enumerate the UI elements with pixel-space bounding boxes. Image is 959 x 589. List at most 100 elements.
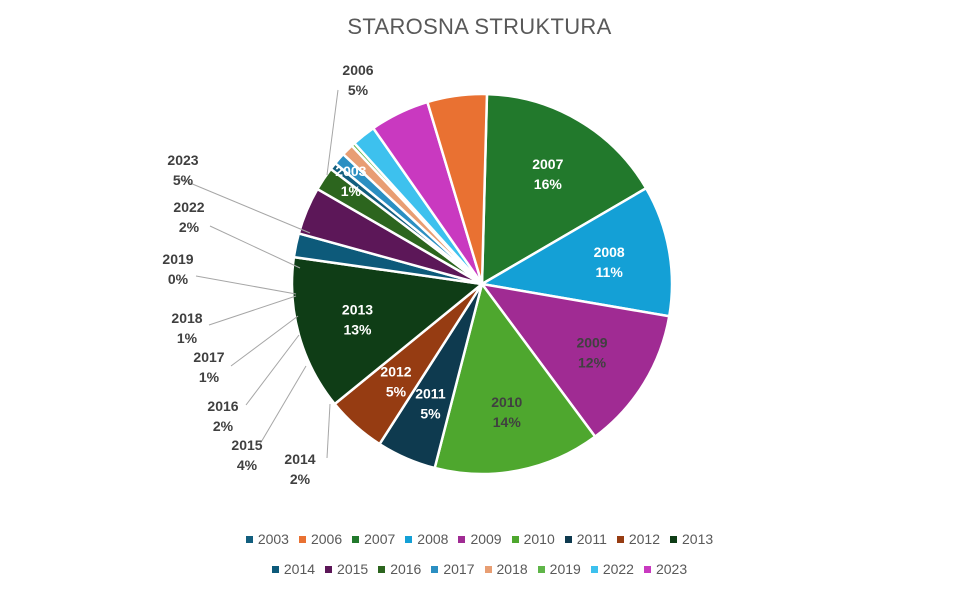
legend-swatch-2015 bbox=[325, 565, 333, 573]
leader-line-2018 bbox=[208, 295, 297, 326]
data-label-year-2003: 2003 bbox=[335, 163, 366, 179]
data-label-year-2009: 2009 bbox=[576, 335, 607, 351]
legend-label-2017: 2017 bbox=[443, 561, 475, 577]
data-label-year-2008: 2008 bbox=[594, 244, 625, 260]
legend-item-2019: 2019 bbox=[537, 561, 581, 577]
legend-label-2014: 2014 bbox=[283, 561, 316, 577]
leader-line-2006 bbox=[326, 89, 339, 176]
data-label-year-2006: 2006 bbox=[342, 62, 373, 78]
pie-slice-2010 bbox=[433, 282, 597, 476]
legend-swatch-2006 bbox=[298, 535, 306, 543]
data-label-year-2014: 2014 bbox=[284, 451, 315, 467]
data-label-year-2011: 2011 bbox=[415, 385, 446, 401]
legend-label-2010: 2010 bbox=[523, 531, 555, 547]
legend-item-2009: 2009 bbox=[458, 531, 502, 547]
legend-item-2017: 2017 bbox=[431, 561, 475, 577]
data-label-year-2007: 2007 bbox=[532, 156, 563, 172]
legend-label-2006: 2006 bbox=[310, 531, 343, 547]
pie-slice-2008 bbox=[480, 187, 674, 318]
data-label-year-2022: 2022 bbox=[173, 199, 204, 215]
legend-item-2007: 2007 bbox=[352, 531, 395, 547]
data-label-percent-2009: 12% bbox=[578, 355, 607, 371]
data-label-percent-2017: 1% bbox=[199, 369, 220, 385]
legend-swatch-2014 bbox=[271, 565, 279, 573]
leader-line-2014 bbox=[326, 403, 331, 459]
data-label-year-2018: 2018 bbox=[171, 310, 202, 326]
legend-item-2003: 2003 bbox=[245, 531, 289, 547]
legend-item-2014: 2014 bbox=[271, 561, 316, 577]
data-label-year-2017: 2017 bbox=[193, 349, 224, 365]
data-label-year-2013: 2013 bbox=[342, 302, 373, 318]
legend-swatch-2012 bbox=[616, 535, 624, 543]
data-label-percent-2006: 5% bbox=[348, 82, 369, 98]
legend-item-2008: 2008 bbox=[405, 531, 448, 547]
data-label-year-2019: 2019 bbox=[162, 251, 193, 267]
pie-slice-2006 bbox=[426, 92, 489, 286]
legend-item-2016: 2016 bbox=[378, 561, 421, 577]
legend-item-2015: 2015 bbox=[325, 561, 368, 577]
data-label-percent-2012: 5% bbox=[386, 383, 407, 399]
data-label-percent-2011: 5% bbox=[420, 405, 441, 421]
legend-label-2013: 2013 bbox=[682, 531, 714, 547]
pie-slice-2007 bbox=[480, 92, 648, 286]
leader-line-2023 bbox=[177, 177, 311, 234]
data-label-year-2016: 2016 bbox=[207, 398, 238, 414]
data-label-percent-2022: 2% bbox=[179, 219, 200, 235]
legend-label-2003: 2003 bbox=[257, 531, 289, 547]
data-label-percent-2018: 1% bbox=[177, 330, 198, 346]
legend-swatch-2008 bbox=[405, 535, 413, 543]
data-label-percent-2019: 0% bbox=[168, 271, 189, 287]
legend-swatch-2023 bbox=[643, 565, 651, 573]
pie-slices bbox=[290, 92, 674, 476]
data-label-percent-2023: 5% bbox=[173, 172, 194, 188]
legend-item-2018: 2018 bbox=[484, 561, 528, 577]
data-label-year-2010: 2010 bbox=[491, 394, 522, 410]
leader-line-2015 bbox=[259, 365, 307, 445]
data-label-percent-2008: 11% bbox=[596, 264, 624, 280]
data-label-year-2023: 2023 bbox=[167, 152, 198, 168]
legend-row-2: 2014 2015 2016 2017 2018 2019 2022 2023 bbox=[0, 561, 959, 577]
legend-label-2016: 2016 bbox=[390, 561, 422, 577]
legend-item-2023: 2023 bbox=[643, 561, 688, 577]
legend-swatch-2010 bbox=[511, 535, 519, 543]
legend-label-2007: 2007 bbox=[364, 531, 396, 547]
legend-row-1: 2003 2006 2007 2008 2009 2010 2011 2012 2013 bbox=[0, 531, 959, 547]
legend-label-2009: 2009 bbox=[470, 531, 502, 547]
legend-swatch-2019 bbox=[537, 565, 545, 573]
legend-swatch-2013 bbox=[670, 535, 678, 543]
legend-swatch-2017 bbox=[431, 565, 439, 573]
data-label-percent-2015: 4% bbox=[237, 457, 258, 473]
data-label-year-2012: 2012 bbox=[380, 363, 411, 379]
legend-swatch-2003 bbox=[245, 535, 253, 543]
legend-swatch-2007 bbox=[352, 535, 360, 543]
data-label-percent-2007: 16% bbox=[534, 176, 563, 192]
chart-title: STAROSNA STRUKTURA bbox=[347, 14, 612, 39]
pie-slice-2009 bbox=[480, 282, 671, 438]
leader-line-2022 bbox=[209, 225, 301, 269]
legend-label-2008: 2008 bbox=[417, 531, 449, 547]
data-label-percent-2013: 13% bbox=[343, 322, 372, 338]
legend-item-2013: 2013 bbox=[670, 531, 713, 547]
pie-slice-2013 bbox=[290, 255, 484, 406]
data-label-percent-2016: 2% bbox=[213, 418, 234, 434]
pie-labels: 2007 16% 2008 11% 2009 12% 2010 14% 2011 5% 2012 5%… bbox=[162, 62, 625, 487]
data-label-percent-2010: 14% bbox=[493, 414, 522, 430]
legend-item-2012: 2012 bbox=[616, 531, 661, 547]
legend-item-2022: 2022 bbox=[590, 561, 634, 577]
legend-label-2012: 2012 bbox=[628, 531, 661, 547]
leader-line-2019 bbox=[195, 275, 297, 295]
legend-item-2006: 2006 bbox=[298, 531, 343, 547]
legend-swatch-2009 bbox=[458, 535, 466, 543]
legend-label-2018: 2018 bbox=[496, 561, 528, 577]
legend-label-2019: 2019 bbox=[549, 561, 581, 577]
data-label-year-2015: 2015 bbox=[231, 437, 262, 453]
data-label-percent-2014: 2% bbox=[290, 471, 311, 487]
legend-label-2022: 2022 bbox=[602, 561, 634, 577]
legend-label-2011: 2011 bbox=[576, 531, 607, 547]
legend-label-2023: 2023 bbox=[655, 561, 688, 577]
legend-item-2011: 2011 bbox=[564, 531, 607, 547]
leader-line-2016 bbox=[245, 334, 300, 406]
leader-line-2017 bbox=[230, 315, 299, 367]
